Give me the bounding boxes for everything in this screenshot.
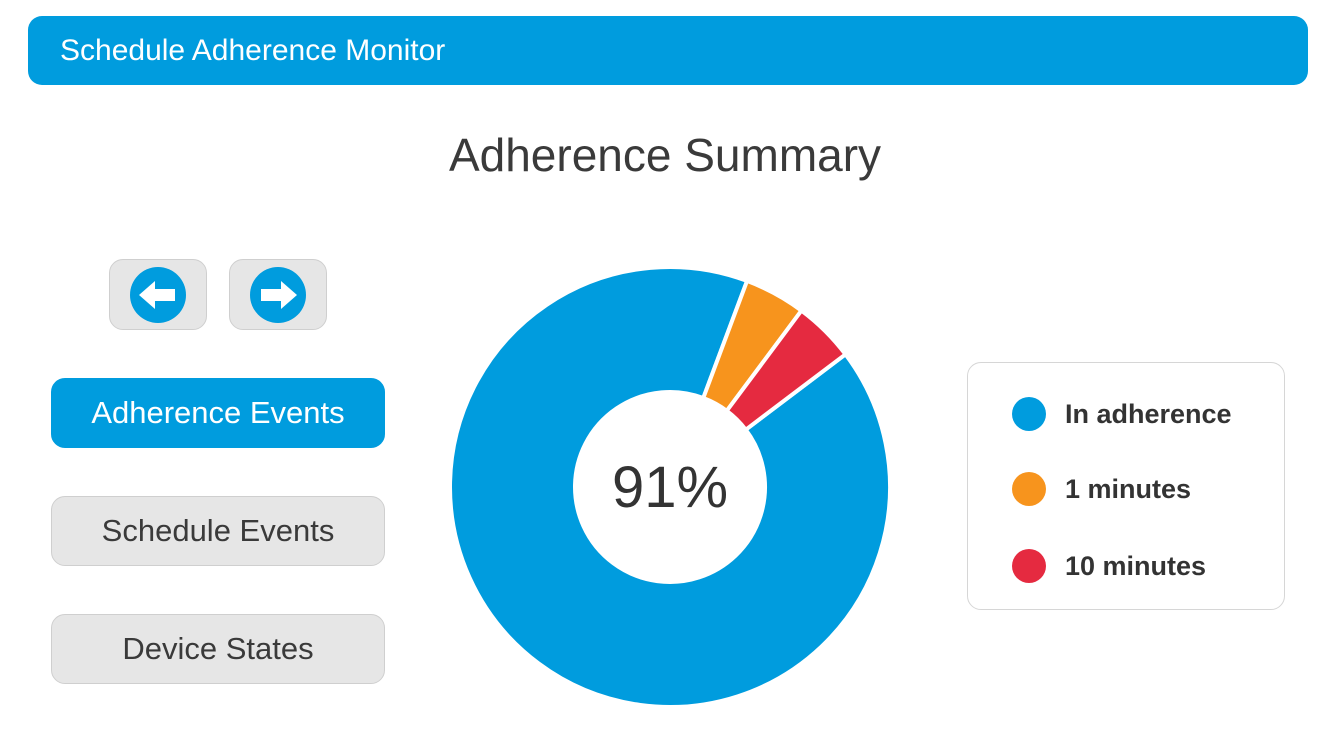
device-states-button[interactable]: Device States [51,614,385,684]
legend-label: 1 minutes [1065,474,1192,504]
arrow-right-circle-icon [250,267,306,323]
page-title: Adherence Summary [448,129,882,181]
legend-dot [1012,549,1046,583]
legend-item-10-minutes: 10 minutes [1012,546,1282,586]
legend-dot [1012,472,1046,506]
app-header: Schedule Adherence Monitor [28,16,1308,85]
arrow-left-circle-icon [130,267,186,323]
legend-dot [1012,397,1046,431]
legend-item-in-adherence: In adherence [1012,394,1282,434]
schedule-events-button[interactable]: Schedule Events [51,496,385,566]
chart-legend: In adherence 1 minutes 10 minutes [967,362,1285,610]
adherence-events-button[interactable]: Adherence Events [51,378,385,448]
legend-label: 10 minutes [1065,551,1207,581]
legend-label: In adherence [1065,399,1232,429]
app-title: Schedule Adherence Monitor [60,34,446,67]
donut-hole [575,392,765,582]
adherence-donut-chart: 91% [448,265,892,709]
next-button[interactable] [229,259,327,330]
donut-center-label: 91% [612,455,728,520]
previous-button[interactable] [109,259,207,330]
legend-item-1-minutes: 1 minutes [1012,469,1282,509]
